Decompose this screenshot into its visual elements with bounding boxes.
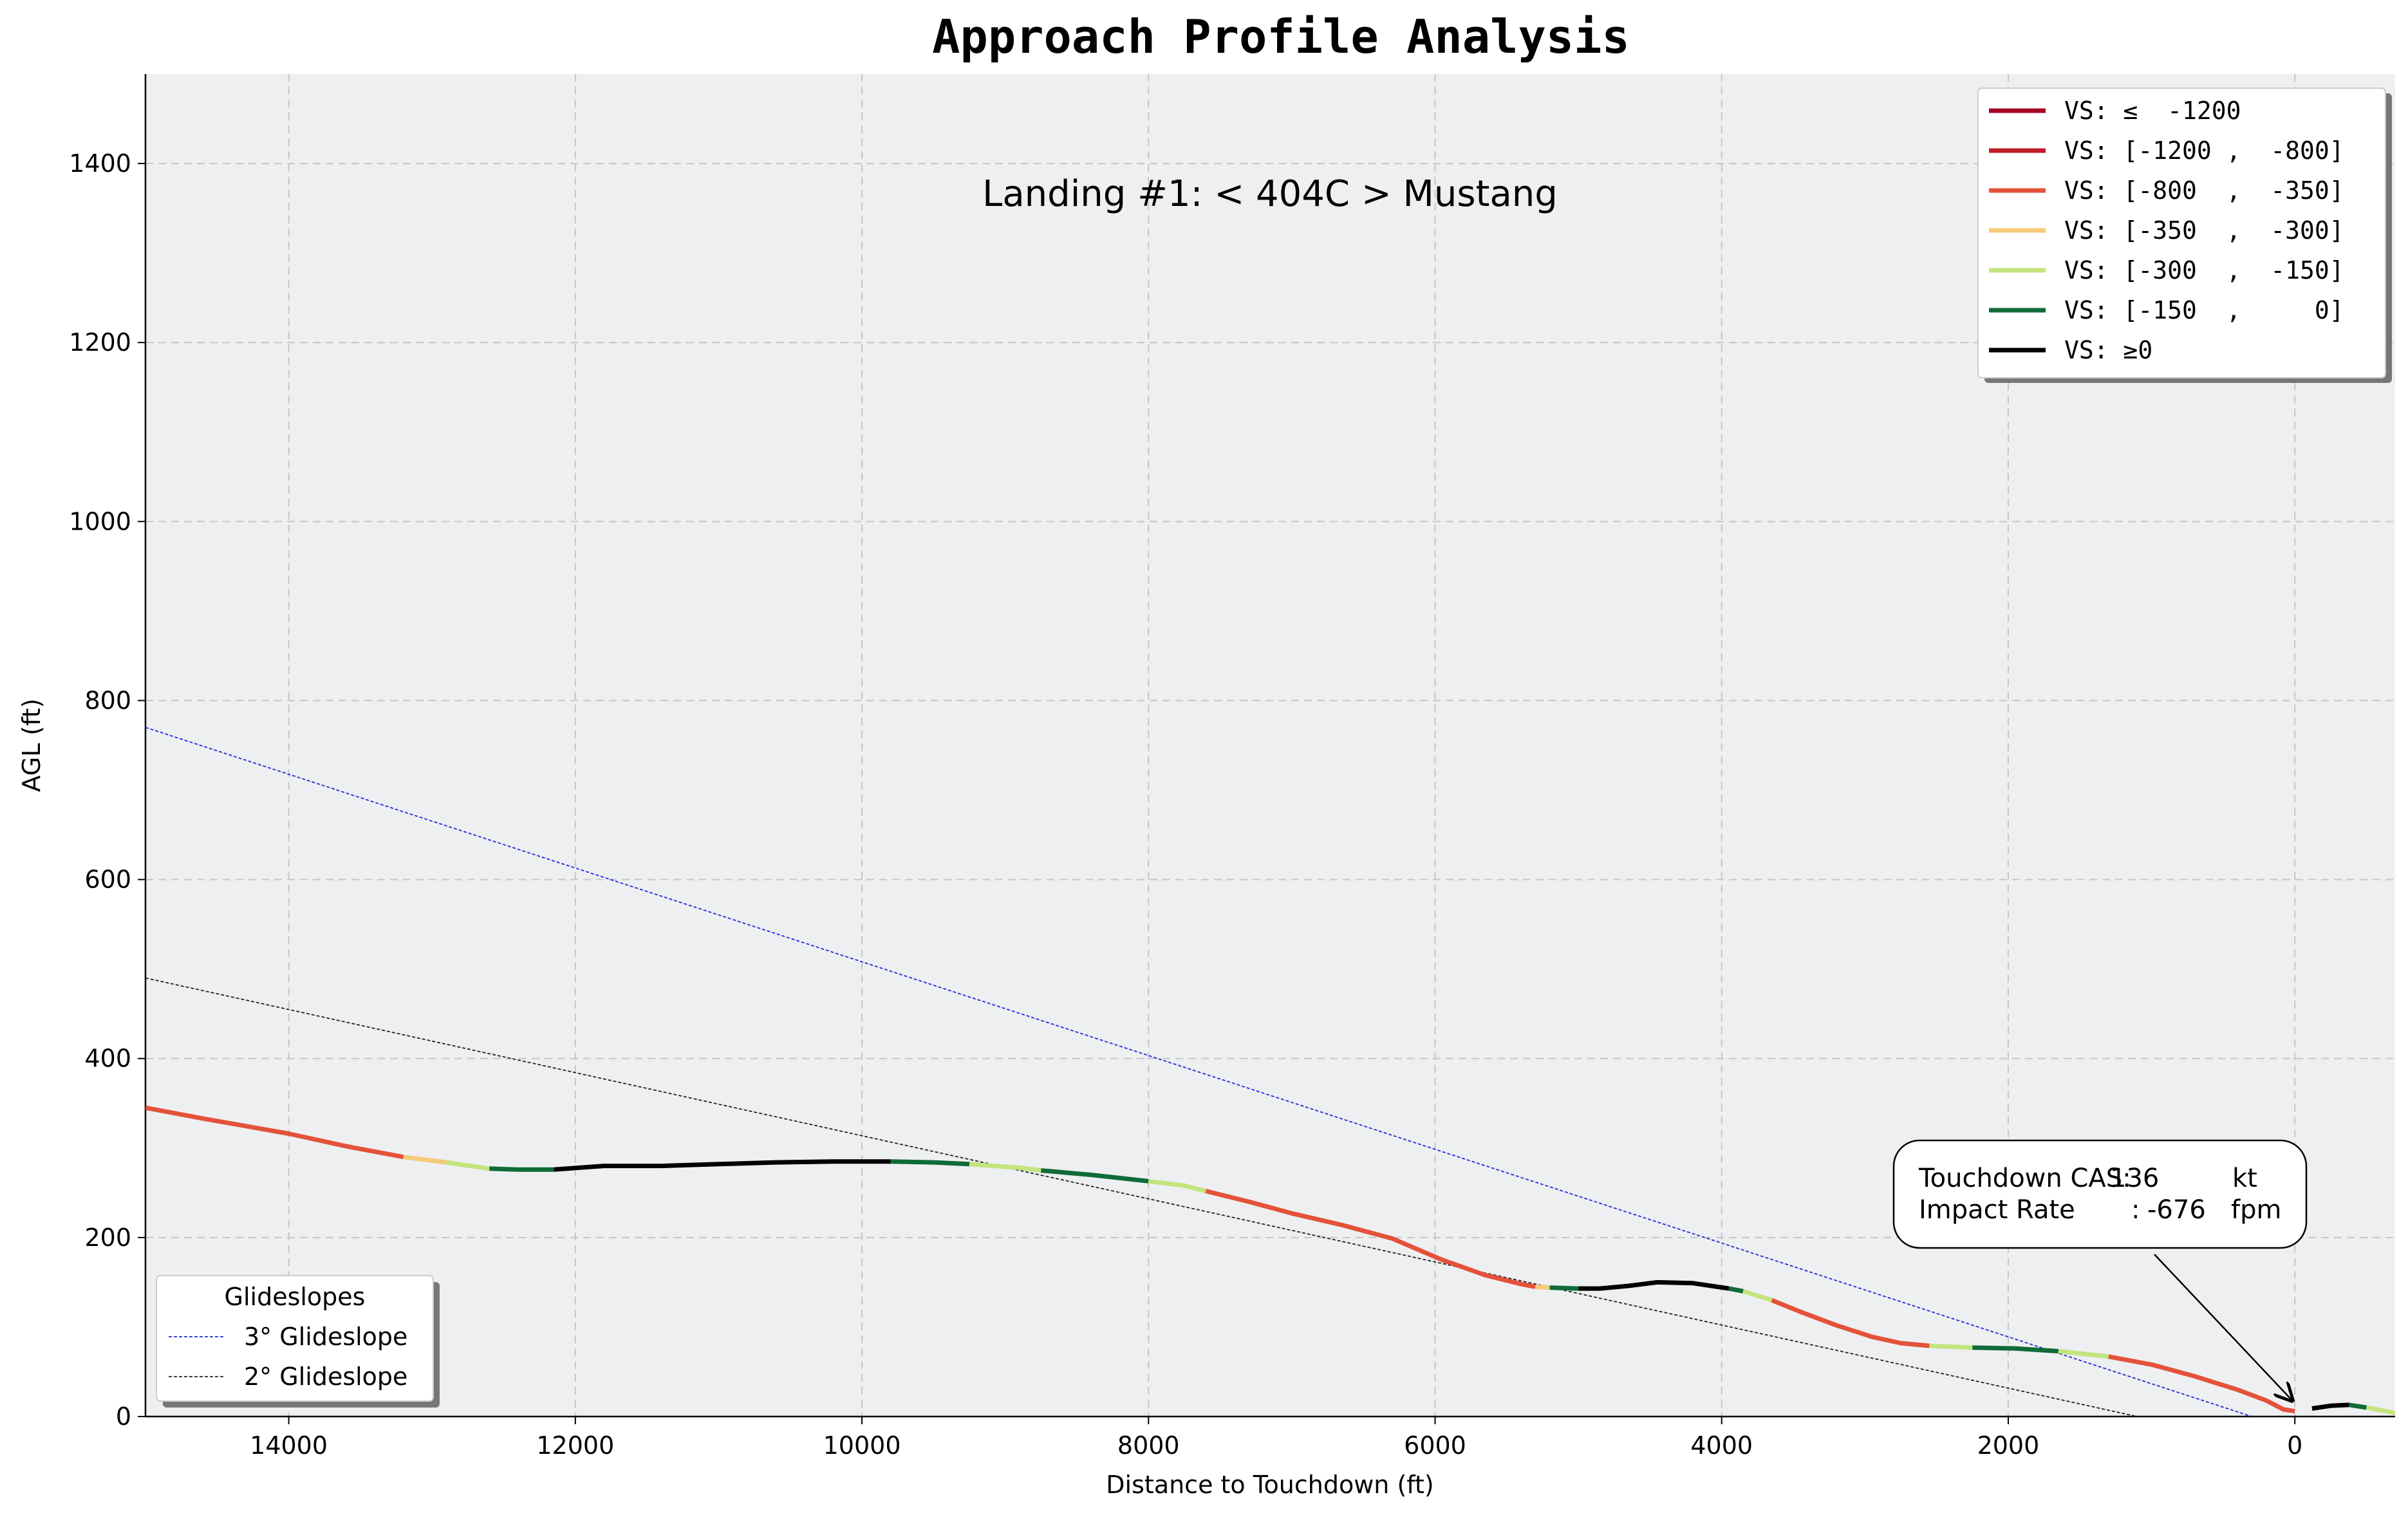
profile-segment: [554, 1159, 891, 1172]
y-axis-ticks: 0 200 400 600 800 1000 1200 1400: [69, 149, 145, 1431]
vs-legend-label: VS: [-1200 , -800]: [2064, 136, 2344, 165]
touchdown-cas-unit: kt: [2232, 1164, 2257, 1193]
y-tick-label: 1400: [69, 149, 131, 178]
profile-segment: [1972, 1345, 2059, 1353]
vs-legend-label: VS: [-150 , 0]: [2064, 296, 2344, 324]
x-axis-ticks: 14000 12000 10000 8000 6000 4000 2000 0: [250, 1417, 2302, 1460]
x-axis-label: Distance to Touchdown (ft): [1106, 1471, 1433, 1499]
glideslope-line: [145, 727, 2252, 1417]
x-tick-label: 10000: [823, 1431, 901, 1460]
y-tick-label: 1000: [69, 507, 131, 535]
profile-segment: [1929, 1343, 1973, 1350]
approach-profile-series: [145, 1105, 2395, 1415]
touchdown-annotation: Touchdown CAS: 136 kt Impact Rate : -676…: [1892, 1139, 2308, 1400]
axis-lines: [144, 74, 2395, 1418]
grid-lines: [145, 74, 2395, 1417]
vs-legend-label: VS: [-300 , -150]: [2064, 256, 2344, 284]
chart-title: Approach Profile Analysis: [932, 10, 1630, 64]
x-tick-label: 0: [2287, 1431, 2302, 1460]
profile-segment: [145, 1105, 404, 1160]
glideslope-legend: Glideslopes 3° Glideslope 2° Glideslope: [156, 1275, 440, 1408]
vs-legend-label: VS: ≤ -1200: [2064, 97, 2241, 125]
profile-segment: [2311, 1402, 2349, 1411]
y-tick-label: 800: [84, 686, 131, 714]
impact-rate-label: Impact Rate: [1919, 1195, 2075, 1225]
profile-segment: [890, 1159, 970, 1167]
profile-segment: [403, 1155, 447, 1165]
profile-segment: [1728, 1286, 1744, 1294]
x-tick-label: 4000: [1690, 1431, 1753, 1460]
glideslope-legend-title: Glideslopes: [225, 1283, 366, 1311]
x-tick-label: 14000: [250, 1431, 328, 1460]
x-tick-label: 2000: [1977, 1431, 2040, 1460]
vs-legend-label: VS: [-350 , -300]: [2064, 216, 2344, 245]
glideslope-legend-label: 3° Glideslope: [244, 1323, 407, 1351]
glideslope-legend-label: 2° Glideslope: [244, 1362, 407, 1391]
profile-segment: [2108, 1354, 2295, 1414]
x-tick-label: 6000: [1404, 1431, 1466, 1460]
profile-segment: [1578, 1279, 1730, 1291]
glideslope-lines: [145, 727, 2252, 1417]
x-tick-label: 8000: [1117, 1431, 1180, 1460]
profile-segment: [969, 1162, 1041, 1173]
profile-segment: [1771, 1297, 1930, 1348]
chart-subtitle: Landing #1: < 404C > Mustang: [982, 173, 1558, 215]
profile-segment: [2349, 1402, 2367, 1410]
profile-segment: [1040, 1168, 1149, 1184]
profile-segment: [1148, 1178, 1207, 1193]
touchdown-cas-value: 136: [2110, 1164, 2159, 1193]
y-tick-label: 1200: [69, 328, 131, 357]
profile-segment: [445, 1160, 490, 1171]
y-tick-label: 600: [84, 866, 131, 894]
x-tick-label: 12000: [536, 1431, 614, 1460]
impact-rate-colon: :: [2131, 1195, 2140, 1225]
y-tick-label: 400: [84, 1045, 131, 1073]
vs-legend-label: VS: [-800 , -350]: [2064, 176, 2344, 205]
glideslope-line: [145, 977, 2138, 1417]
y-tick-label: 200: [84, 1223, 131, 1252]
profile-segment: [1205, 1189, 1536, 1289]
touchdown-annotation-box: [1892, 1139, 2308, 1249]
vs-legend-label: VS: ≥0: [2064, 336, 2152, 364]
touchdown-cas-label: Touchdown CAS:: [1918, 1164, 2131, 1193]
glideslope-legend-box: [156, 1275, 434, 1402]
y-axis-label: AGL (ft): [17, 698, 46, 792]
y-tick-label: 0: [116, 1402, 131, 1431]
profile-segment: [1742, 1288, 1773, 1303]
vs-legend: VS: ≤ -1200 VS: [-1200 , -800] VS: [-800 ,…: [1977, 88, 2392, 383]
impact-rate-value: -676: [2147, 1195, 2206, 1225]
profile-segment: [2058, 1349, 2109, 1359]
vs-legend-box: [1977, 88, 2386, 378]
profile-segment: [2366, 1405, 2395, 1415]
touchdown-arrow: [2154, 1254, 2292, 1400]
impact-rate-unit: fpm: [2231, 1195, 2281, 1225]
